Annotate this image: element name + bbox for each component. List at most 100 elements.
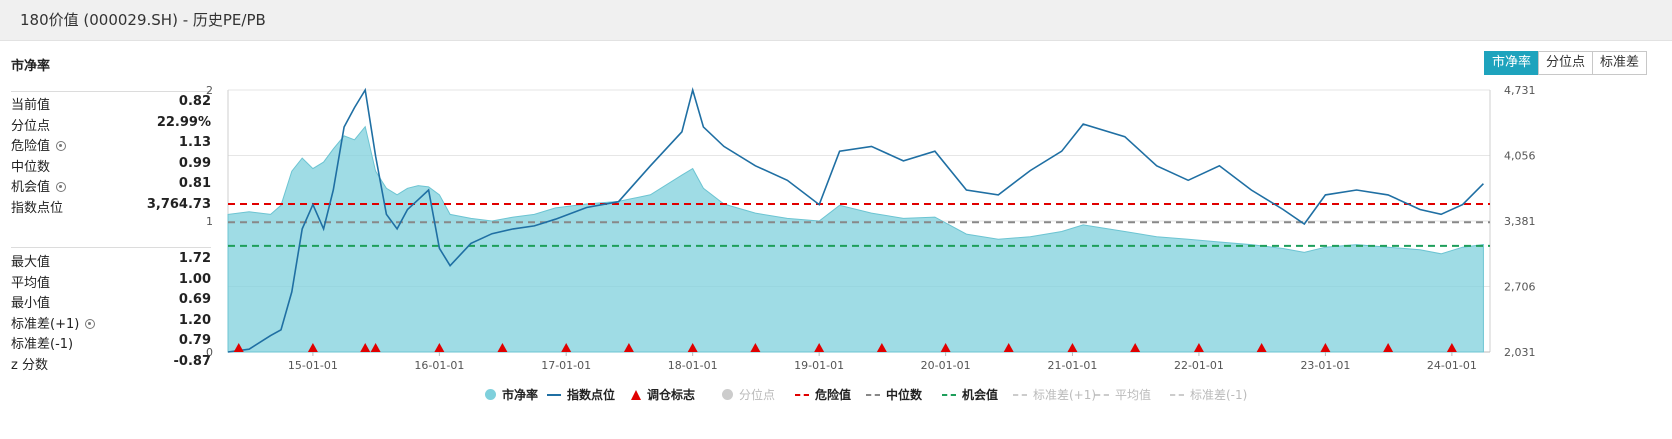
legend-item[interactable]: 机会值 xyxy=(942,386,998,403)
legend-item[interactable]: 调仓标志 xyxy=(631,386,695,403)
legend-label: 调仓标志 xyxy=(647,388,696,402)
x-tick-label: 17-01-01 xyxy=(541,359,591,372)
gear-icon[interactable] xyxy=(56,182,67,193)
legend-item[interactable]: 平均值 xyxy=(1095,386,1151,403)
stat-row: z 分数 -0.87 xyxy=(11,354,211,374)
legend-label: 中位数 xyxy=(886,388,923,402)
stat-value: 22.99% xyxy=(156,114,211,130)
legend-item[interactable]: 指数点位 xyxy=(547,386,615,403)
stat-value: 0.82 xyxy=(178,94,211,109)
x-tick-label: 21-01-01 xyxy=(1047,359,1097,372)
tab-percentile[interactable]: 分位点 xyxy=(1538,51,1594,75)
legend-item[interactable]: 中位数 xyxy=(866,386,922,403)
rebalance-marker xyxy=(1003,343,1014,352)
legend-label: 市净率 xyxy=(502,388,539,402)
rebalance-marker xyxy=(750,343,761,352)
stat-label: 指数点位 xyxy=(11,201,64,216)
stat-row: 机会值 0.81 xyxy=(11,176,211,196)
legend-label: 指数点位 xyxy=(567,388,616,402)
stat-row: 标准差(+1) 1.20 xyxy=(11,313,211,333)
rebalance-marker xyxy=(1193,343,1204,352)
y-right-tick-label: 2,031 xyxy=(1504,346,1536,359)
stat-label: 中位数 xyxy=(11,159,51,175)
stat-row: 分位点 22.99% xyxy=(11,115,211,135)
stat-value: -0.87 xyxy=(173,354,211,369)
legend-item[interactable]: 标准差(+1) xyxy=(1013,386,1096,403)
rebalance-marker xyxy=(814,343,825,352)
title-bar: 180价值 (000029.SH) - 历史PE/PB xyxy=(0,0,1672,41)
x-tick-label: 24-01-01 xyxy=(1427,359,1477,372)
legend-item[interactable]: 分位点 xyxy=(722,386,775,403)
legend-label: 标准差(-1) xyxy=(1190,388,1248,402)
stat-label: z 分数 xyxy=(11,358,48,373)
gear-icon[interactable] xyxy=(56,141,67,152)
stat-label: 危险值 xyxy=(11,135,67,154)
tab-stddev[interactable]: 标准差 xyxy=(1592,51,1648,75)
rebalance-marker xyxy=(623,343,634,352)
rebalance-marker xyxy=(1446,343,1457,352)
index-line-series xyxy=(227,86,1484,353)
stat-value: 0.69 xyxy=(178,292,211,308)
stat-value: 0.99 xyxy=(178,155,211,171)
stat-label: 最大值 xyxy=(11,255,51,270)
legend-triangle-icon xyxy=(631,389,641,400)
x-tick-label: 18-01-01 xyxy=(668,359,718,372)
section-title: 市净率 xyxy=(11,59,51,74)
stat-label: 当前值 xyxy=(11,98,51,113)
legend-dash-icon xyxy=(866,393,880,396)
rebalance-marker xyxy=(434,343,445,352)
legend-dot-icon xyxy=(485,389,496,400)
rebalance-marker xyxy=(360,343,371,352)
stat-row: 中位数 0.99 xyxy=(11,156,211,176)
stat-row: 平均值 1.00 xyxy=(11,272,211,292)
rebalance-marker xyxy=(876,343,887,352)
gear-icon[interactable] xyxy=(85,318,96,329)
x-tick-label: 23-01-01 xyxy=(1300,359,1350,372)
stat-value: 0.81 xyxy=(178,176,211,192)
rebalance-marker xyxy=(687,343,698,352)
rebalance-marker xyxy=(497,343,508,352)
rebalance-marker xyxy=(233,343,244,352)
legend-line-icon xyxy=(547,393,561,396)
stat-label: 标准差(-1) xyxy=(11,337,74,353)
rebalance-marker xyxy=(561,343,572,352)
y-right-tick-label: 3,381 xyxy=(1504,215,1536,228)
legend-label: 危险值 xyxy=(815,388,852,402)
rebalance-marker xyxy=(1067,343,1078,352)
stat-label: 最小值 xyxy=(11,296,51,312)
rebalance-marker xyxy=(1320,343,1331,352)
y-left-tick-label: 1 xyxy=(206,215,213,228)
stat-value: 1.72 xyxy=(178,251,211,266)
y-right-tick-label: 4,056 xyxy=(1504,150,1536,163)
stat-value: 1.00 xyxy=(178,271,211,287)
rebalance-marker xyxy=(1383,343,1394,352)
rebalance-marker xyxy=(370,343,381,352)
stat-value: 1.20 xyxy=(178,312,211,328)
legend-dot-icon xyxy=(722,389,733,400)
stat-row: 标准差(-1) 0.79 xyxy=(11,333,211,353)
legend-dash-icon xyxy=(1095,393,1109,396)
stat-row: 当前值 0.82 xyxy=(11,94,211,114)
legend-dash-icon xyxy=(795,393,809,396)
legend-item[interactable]: 危险值 xyxy=(795,386,851,403)
y-right-tick-label: 2,706 xyxy=(1504,281,1536,294)
rebalance-marker xyxy=(1130,343,1141,352)
stats-divider-bottom xyxy=(11,247,211,248)
legend-item[interactable]: 市净率 xyxy=(485,386,538,403)
pb-area-series xyxy=(227,125,1484,353)
y-left-tick-label: 2 xyxy=(206,84,213,97)
legend-dash-icon xyxy=(1013,393,1027,396)
legend-item[interactable]: 标准差(-1) xyxy=(1170,386,1247,403)
y-left-tick-label: 0 xyxy=(206,346,213,359)
x-tick-label: 16-01-01 xyxy=(414,359,464,372)
x-tick-label: 15-01-01 xyxy=(288,359,338,372)
stat-label: 机会值 xyxy=(11,176,67,195)
stat-row: 危险值 1.13 xyxy=(11,135,211,155)
x-tick-label: 20-01-01 xyxy=(921,359,971,372)
legend-dash-icon xyxy=(1170,393,1184,396)
rebalance-marker xyxy=(940,343,951,352)
rebalance-marker xyxy=(307,343,318,352)
stat-row: 指数点位 3,764.73 xyxy=(11,197,211,217)
x-tick-label: 19-01-01 xyxy=(794,359,844,372)
stat-value: 1.13 xyxy=(178,135,211,151)
